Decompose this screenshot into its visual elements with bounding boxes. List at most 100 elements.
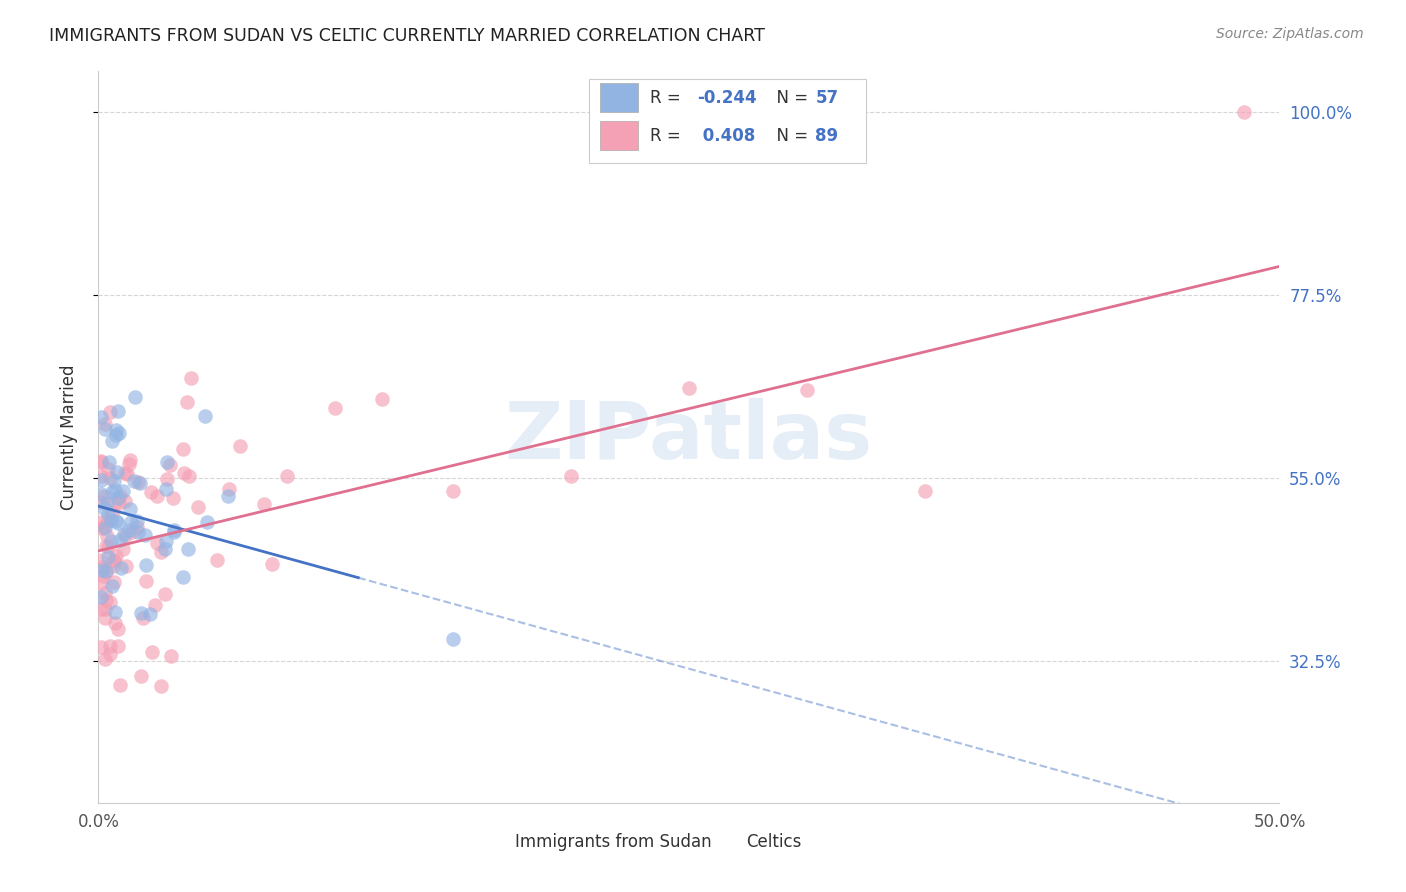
Point: [101, 506, 124, 520]
Point: [104, 514, 127, 528]
Point: [155, 455, 177, 469]
Point: [162, 491, 184, 505]
Point: [104, 605, 127, 619]
Point: [107, 640, 129, 654]
Point: [100, 434, 122, 449]
Text: Celtics: Celtics: [745, 832, 801, 851]
Point: [560, 468, 582, 483]
Point: [91, 569, 114, 583]
Point: [105, 466, 128, 480]
Bar: [600, 121, 638, 151]
Point: [94, 417, 117, 431]
Point: [118, 457, 141, 471]
Point: [110, 561, 132, 575]
Point: [97, 462, 120, 476]
Point: [129, 475, 152, 490]
Point: [121, 524, 143, 539]
Text: Immigrants from Sudan: Immigrants from Sudan: [516, 832, 711, 851]
Point: [260, 557, 283, 571]
Point: [150, 679, 173, 693]
Point: [108, 489, 131, 503]
Point: [104, 423, 127, 437]
Point: [108, 496, 131, 510]
Point: [98, 405, 121, 419]
Point: [90, 640, 112, 655]
Text: -0.244: -0.244: [697, 88, 756, 107]
Point: [107, 491, 129, 506]
Point: [1233, 105, 1256, 120]
Point: [103, 552, 125, 566]
Point: [205, 553, 228, 567]
Point: [177, 541, 200, 556]
Text: R =: R =: [650, 88, 686, 107]
Point: [93, 489, 115, 503]
Point: [217, 489, 239, 503]
Point: [276, 469, 298, 483]
Point: [90, 553, 112, 567]
Point: [91, 563, 114, 577]
Point: [107, 623, 129, 637]
Point: [103, 554, 125, 568]
Point: [98, 647, 121, 661]
Point: [441, 632, 464, 647]
Point: [129, 669, 152, 683]
Point: [94, 602, 117, 616]
Point: [173, 466, 195, 480]
Point: [90, 575, 112, 590]
Point: [172, 442, 194, 456]
Point: [253, 497, 276, 511]
Point: [135, 558, 157, 572]
Point: [94, 421, 117, 435]
Point: [678, 381, 700, 395]
Point: [96, 496, 118, 510]
Point: [94, 566, 117, 580]
Point: [149, 545, 172, 559]
Point: [90, 410, 112, 425]
Point: [98, 595, 121, 609]
Point: [124, 474, 146, 488]
Point: [90, 494, 112, 508]
Point: [108, 678, 131, 692]
Point: [96, 529, 118, 543]
Point: [163, 523, 186, 537]
Point: [156, 472, 179, 486]
Point: [100, 533, 122, 548]
Point: [118, 524, 141, 538]
Text: N =: N =: [766, 88, 813, 107]
Point: [163, 525, 186, 540]
Point: [120, 515, 142, 529]
Point: [323, 401, 346, 416]
Point: [114, 494, 136, 508]
Point: [100, 513, 122, 527]
Point: [93, 501, 115, 516]
Point: [107, 516, 129, 530]
Bar: [700, 828, 734, 855]
Text: N =: N =: [766, 127, 813, 145]
Point: [114, 526, 136, 541]
Point: [98, 455, 121, 469]
Point: [112, 541, 135, 556]
Point: [110, 533, 132, 547]
Point: [153, 542, 176, 557]
Point: [194, 409, 217, 423]
FancyBboxPatch shape: [589, 78, 866, 163]
Point: [101, 579, 124, 593]
Point: [97, 540, 120, 554]
Point: [131, 606, 153, 620]
Point: [100, 485, 122, 500]
Point: [104, 549, 127, 563]
Point: [180, 370, 202, 384]
Point: [97, 550, 120, 565]
Point: [90, 487, 112, 501]
Point: [114, 466, 136, 480]
Point: [111, 483, 134, 498]
Point: [101, 559, 124, 574]
Point: [229, 438, 252, 452]
Point: [90, 590, 112, 604]
Point: [127, 475, 149, 489]
Point: [177, 469, 200, 483]
Point: [94, 539, 117, 553]
Point: [93, 585, 115, 599]
Point: [94, 652, 117, 666]
Point: [90, 455, 112, 469]
